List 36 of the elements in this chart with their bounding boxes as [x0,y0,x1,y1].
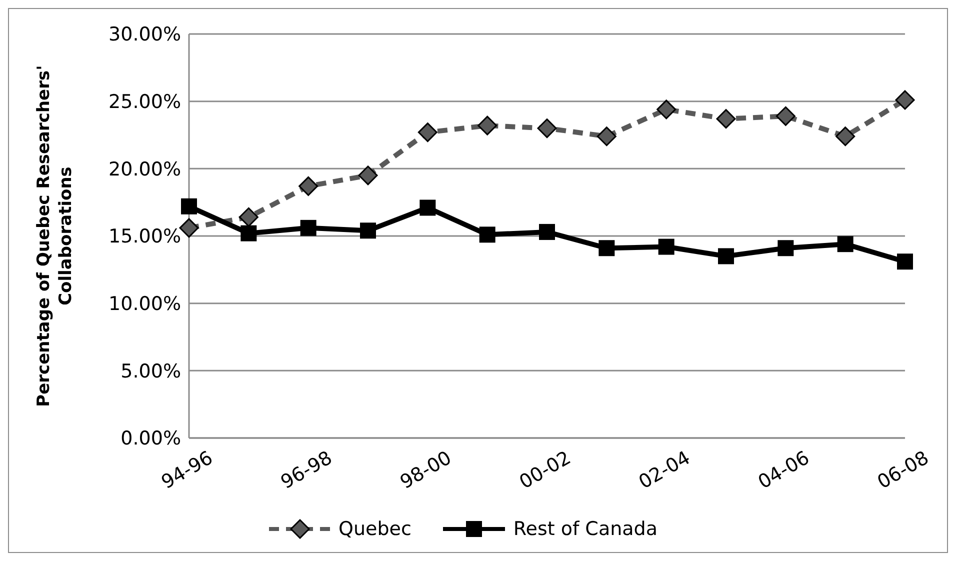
point [298,176,318,196]
point [240,225,257,242]
y-tick-label: 10.00% [108,293,181,316]
point [181,198,197,214]
point [897,254,913,270]
y-tick-label: 0.00% [120,428,181,450]
point [539,224,555,240]
point [478,116,498,136]
point [895,90,915,110]
point [778,240,794,256]
point [658,238,674,255]
y-tick-label: 5.00% [120,360,181,382]
y-tick-label: 15.00% [108,226,181,248]
point [358,166,378,186]
point [418,122,438,142]
point [596,126,616,146]
point [656,100,676,120]
point [479,226,496,243]
point [420,200,436,216]
point [718,248,734,264]
point [537,118,557,138]
y-tick-label: 30.00% [108,24,181,46]
point [716,109,736,129]
y-tick-label: 20.00% [108,158,181,180]
point [179,218,199,238]
y-tick-label: 25.00% [108,91,181,114]
point [238,207,258,227]
point [776,106,796,126]
point [836,126,856,146]
y-axis-title: Percentage of Quebec Researchers' Collaborations [34,65,76,407]
legend-label: Rest of Canada [513,518,658,540]
legend-label: Quebec [338,518,412,540]
point [598,240,615,256]
point [300,220,316,236]
point [837,236,854,252]
point [360,222,376,239]
